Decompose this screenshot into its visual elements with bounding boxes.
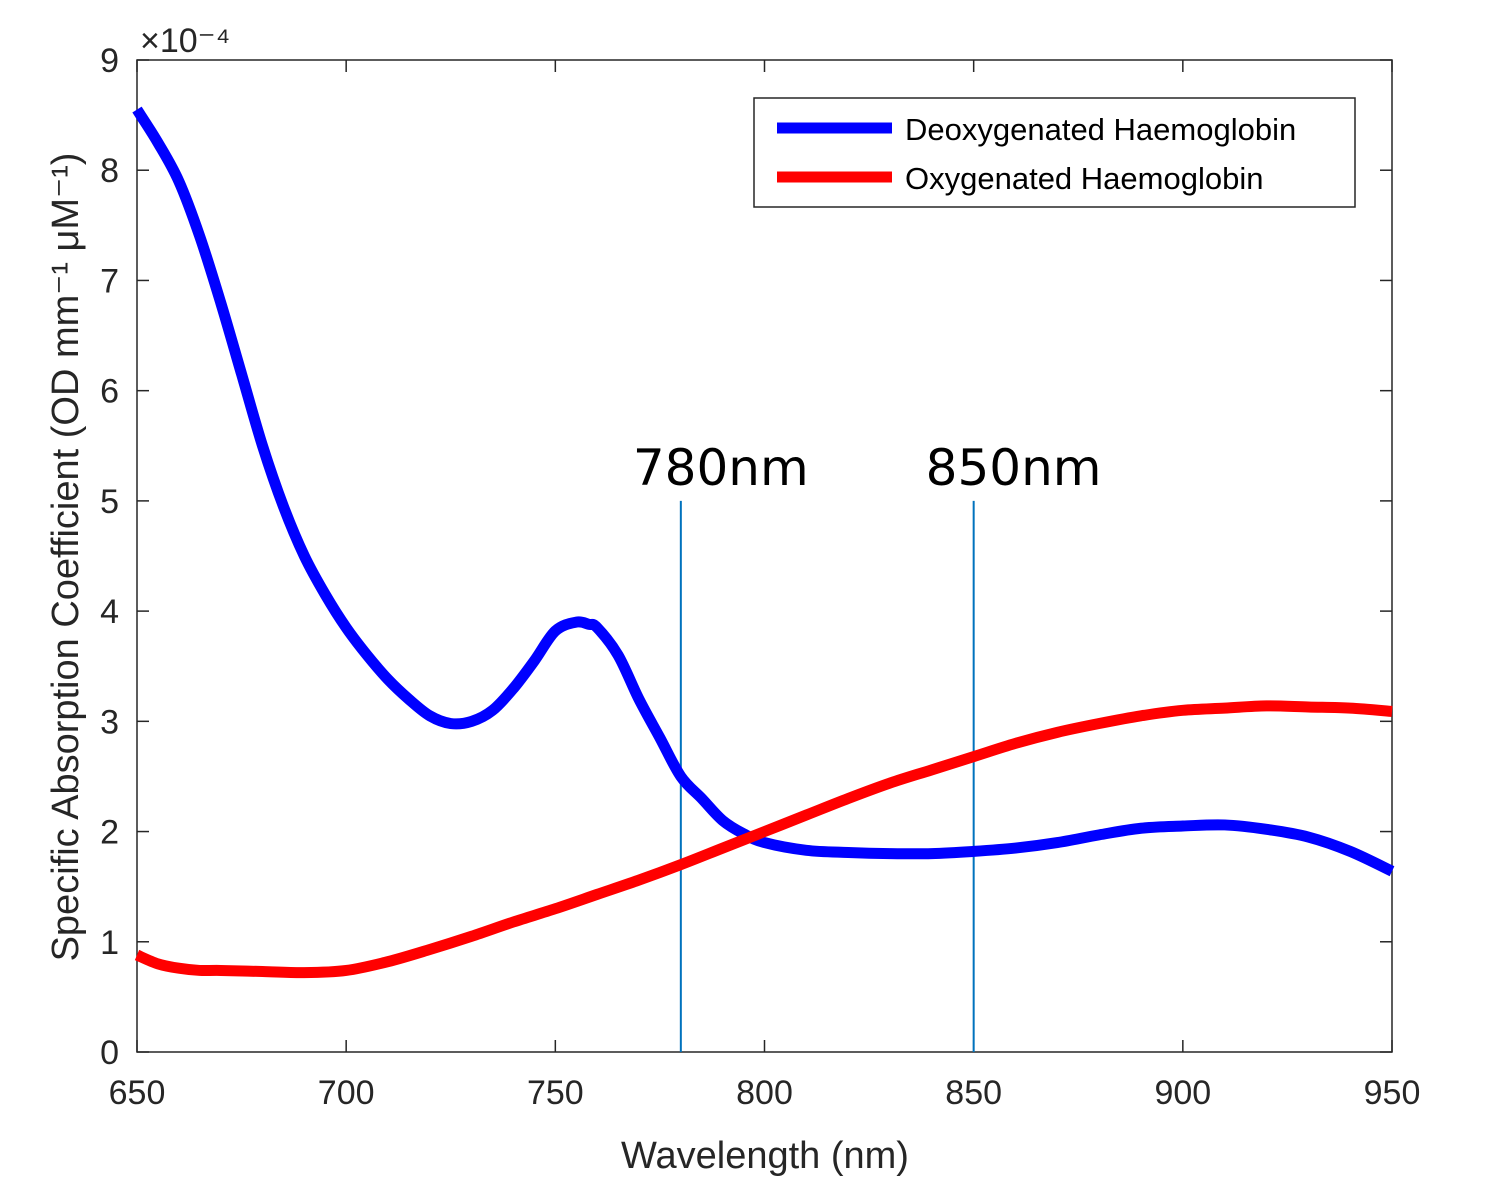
series-lines: [132, 106, 1395, 979]
x-axis-title: Wavelength (nm): [621, 1135, 909, 1177]
x-tick-label: 900: [1154, 1074, 1211, 1112]
marker-label-850nm: 850nm: [926, 439, 1102, 497]
x-tick-label: 850: [945, 1074, 1002, 1112]
legend-label-oxy: Oxygenated Haemoglobin: [905, 161, 1263, 196]
x-tick-label: 700: [318, 1074, 375, 1112]
y-tick-label: 6: [100, 373, 119, 411]
y-tick-label: 5: [100, 483, 119, 521]
legend-box: [753, 97, 1356, 208]
y-tick-label: 1: [100, 924, 119, 962]
legend-label-deoxy: Deoxygenated Haemoglobin: [905, 112, 1296, 147]
series-line-deoxy: [132, 106, 1395, 877]
plot-border: [136, 59, 1393, 1053]
axis-ticks: 650 700 750 800 850 900 950 0 1 2 3 4 5 6 7 8 9: [100, 42, 1420, 1112]
y-tick-label: 7: [100, 262, 119, 300]
annotation-lines: [679, 500, 975, 1052]
series-line-oxy: [134, 700, 1393, 979]
y-tick-label: 9: [100, 42, 119, 80]
y-tick-label: 0: [100, 1034, 119, 1072]
x-tick-label: 950: [1364, 1074, 1421, 1112]
x-tick-label: 800: [736, 1074, 793, 1112]
y-tick-label: 8: [100, 152, 119, 190]
marker-label-780nm: 780nm: [633, 439, 809, 497]
y-tick-label: 3: [100, 703, 119, 741]
plot-frame: [136, 59, 1393, 1053]
y-tick-label: 2: [100, 814, 119, 852]
annotation-labels: 780nm 850nm: [633, 439, 1102, 497]
legend: Deoxygenated Haemoglobin Oxygenated Haem…: [753, 97, 1356, 208]
x-tick-label: 750: [527, 1074, 584, 1112]
x-tick-label: 650: [109, 1074, 166, 1112]
y-exponent-label: ×10⁻⁴: [140, 22, 230, 60]
y-axis-title: Specific Absorption Coefficient (OD mm⁻¹…: [45, 153, 87, 962]
y-tick-label: 4: [100, 593, 119, 631]
